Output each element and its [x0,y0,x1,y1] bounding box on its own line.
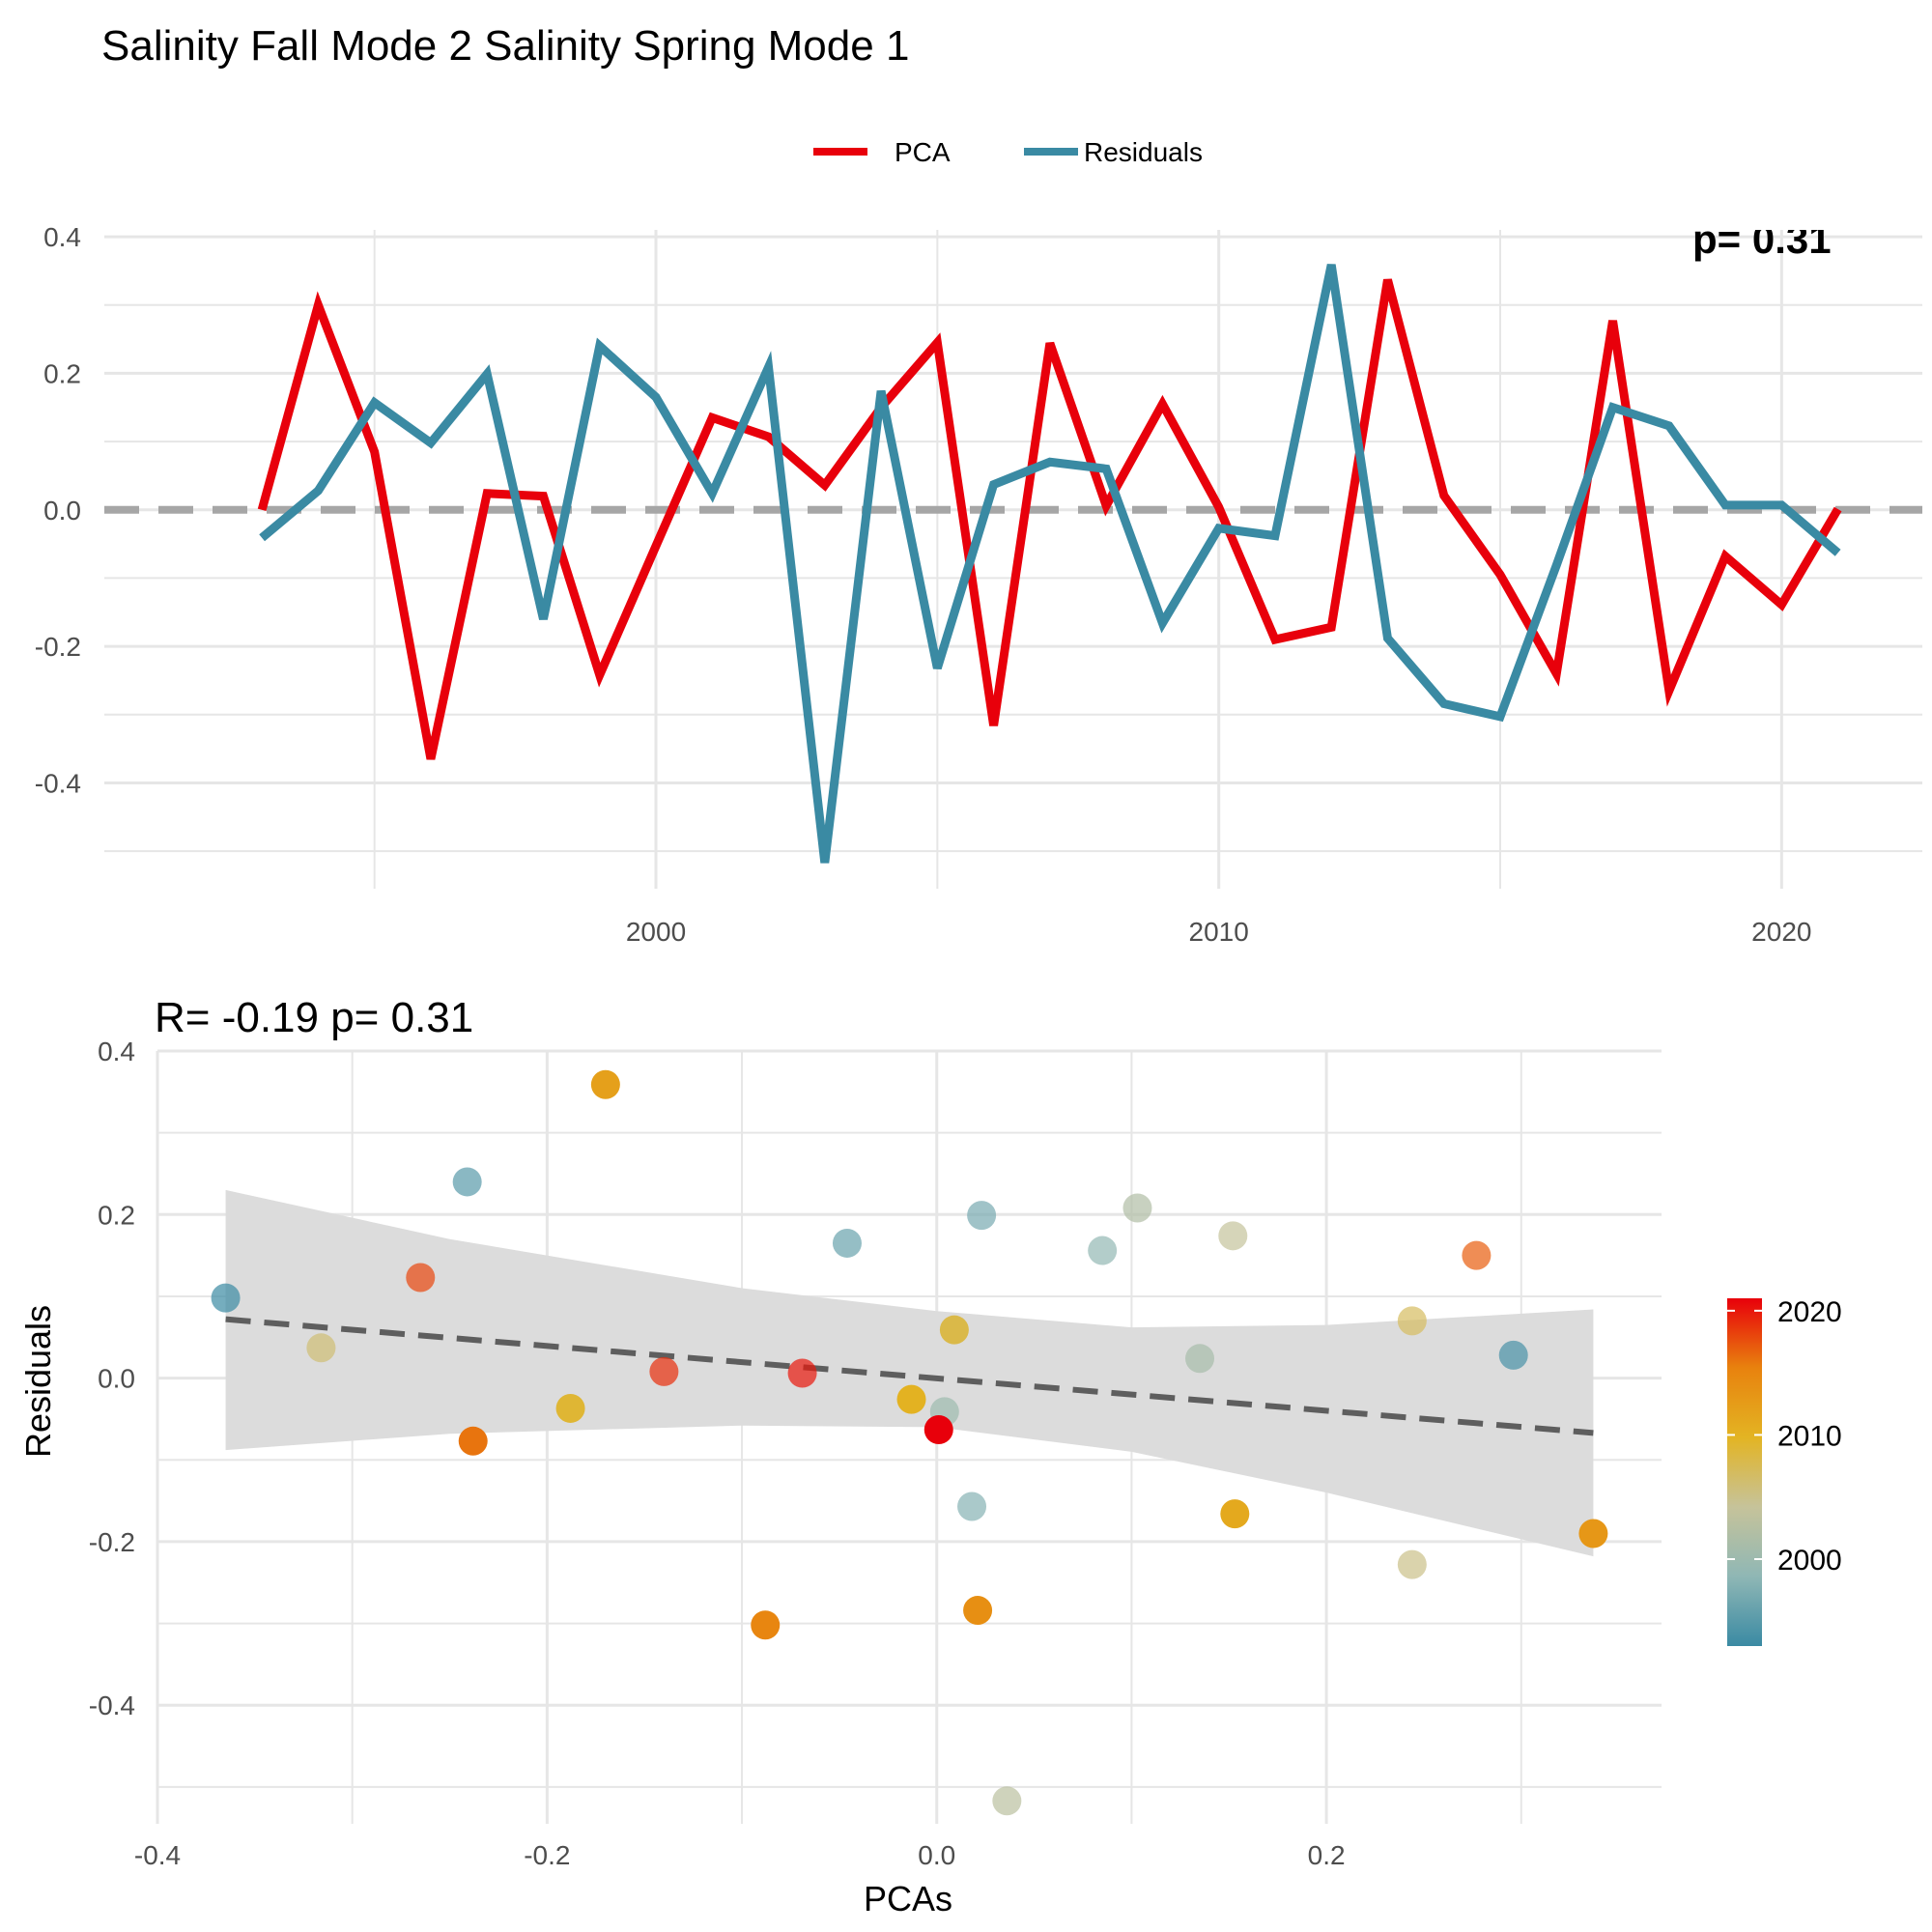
colorbar: 2000 2010 2020 [1727,1296,1842,1646]
scatter-point [992,1786,1022,1816]
scatter-point [787,1358,817,1388]
x-tick-label: -0.2 [524,1840,570,1870]
scatter-y-ticks: -0.4 -0.2 0.0 0.2 0.4 [89,1037,135,1720]
scatter-point [1578,1519,1608,1548]
scatter-point [963,1596,993,1626]
scatter-point [832,1228,862,1258]
x-tick-label: 2020 [1751,917,1811,947]
legend: PCA Residuals [813,137,1203,167]
y-tick-label: -0.2 [35,632,81,662]
x-tick-label: 2010 [1189,917,1249,947]
scatter-point [1088,1236,1118,1265]
scatter-point [896,1384,926,1414]
scatter-point [751,1610,781,1640]
legend-label-residuals: Residuals [1084,137,1203,167]
scatter-point [649,1356,679,1386]
y-tick-label: -0.4 [89,1690,135,1720]
series-line-residuals [259,264,1841,864]
scatter-point [1220,1499,1250,1529]
scatter-point [939,1315,969,1345]
colorbar-ticks: 2000 2010 2020 [1727,1296,1842,1577]
legend-label-pca: PCA [895,137,951,167]
scatter-point [211,1283,241,1313]
top-panel: -0.4 -0.2 0.0 0.2 0.4 2000 2010 2020 p= 0.31 [35,216,1922,947]
y-tick-label: 0.4 [98,1037,135,1066]
x-tick-label: 0.2 [1308,1840,1346,1870]
series-line-pca [257,278,1842,760]
colorbar-tick-label: 2020 [1777,1296,1842,1328]
scatter-point [1185,1344,1215,1374]
scatter-point [1218,1221,1248,1251]
scatter-point [1462,1240,1492,1270]
x-tick-label: 2000 [626,917,686,947]
scatter-point [458,1426,488,1456]
y-tick-label: -0.2 [89,1527,135,1557]
scatter-point [555,1393,585,1423]
scatter-point [1122,1193,1152,1223]
y-tick-label: 0.2 [98,1200,135,1230]
scatter-points [211,1069,1608,1816]
fit-line [225,1316,1594,1436]
scatter-point [957,1492,987,1521]
scatter-point [1498,1340,1528,1370]
scatter-point [923,1414,953,1444]
scatter-point [1397,1306,1427,1336]
scatter-x-ticks: -0.4 -0.2 0.0 0.2 [134,1840,1346,1870]
colorbar-tick-label: 2010 [1777,1420,1842,1452]
y-tick-label: 0.0 [43,496,81,526]
scatter-panel: -0.4 -0.2 0.0 0.2 0.4 -0.4 -0.2 0.0 0.2 PCAs Re… [18,1037,1662,1918]
top-x-ticks: 2000 2010 2020 [626,917,1812,947]
y-tick-label: 0.4 [43,222,81,252]
colorbar-tick-label: 2000 [1777,1545,1842,1577]
scatter-point [967,1201,997,1231]
scatter-point [306,1333,336,1363]
y-axis-label: Residuals [18,1305,58,1458]
scatter-point [452,1167,482,1197]
scatter-subtitle: R= -0.19 p= 0.31 [155,994,473,1041]
top-annotation: p= 0.31 [1692,216,1832,262]
x-axis-label: PCAs [864,1879,952,1918]
scatter-point [406,1263,436,1293]
scatter-point [1397,1549,1427,1579]
y-tick-label: -0.4 [35,768,81,798]
colorbar-gradient [1727,1298,1762,1646]
x-tick-label: -0.4 [134,1840,181,1870]
x-tick-label: 0.0 [918,1840,955,1870]
y-tick-label: 0.0 [98,1364,135,1394]
confidence-band [225,1189,1594,1557]
figure-title: Salinity Fall Mode 2 Salinity Spring Mod… [101,22,909,70]
top-y-ticks: -0.4 -0.2 0.0 0.2 0.4 [35,222,81,798]
y-tick-label: 0.2 [43,358,81,388]
scatter-point [590,1069,620,1099]
